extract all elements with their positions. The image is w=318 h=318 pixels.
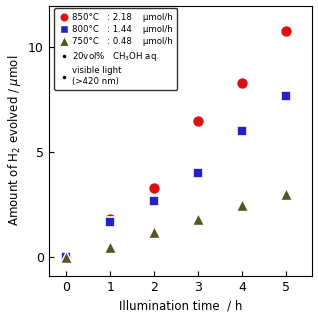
X-axis label: Illumination time  / h: Illumination time / h [119, 300, 242, 313]
Legend: 850°C   : 2.18    μmol/h, 800°C   : 1.44    μmol/h, 750°C   : 0.48    μmol/h, 20: 850°C : 2.18 μmol/h, 800°C : 1.44 μmol/h… [54, 8, 177, 90]
Y-axis label: Amount of H$_2$ evolved / $\mu$mol: Amount of H$_2$ evolved / $\mu$mol [5, 55, 23, 226]
